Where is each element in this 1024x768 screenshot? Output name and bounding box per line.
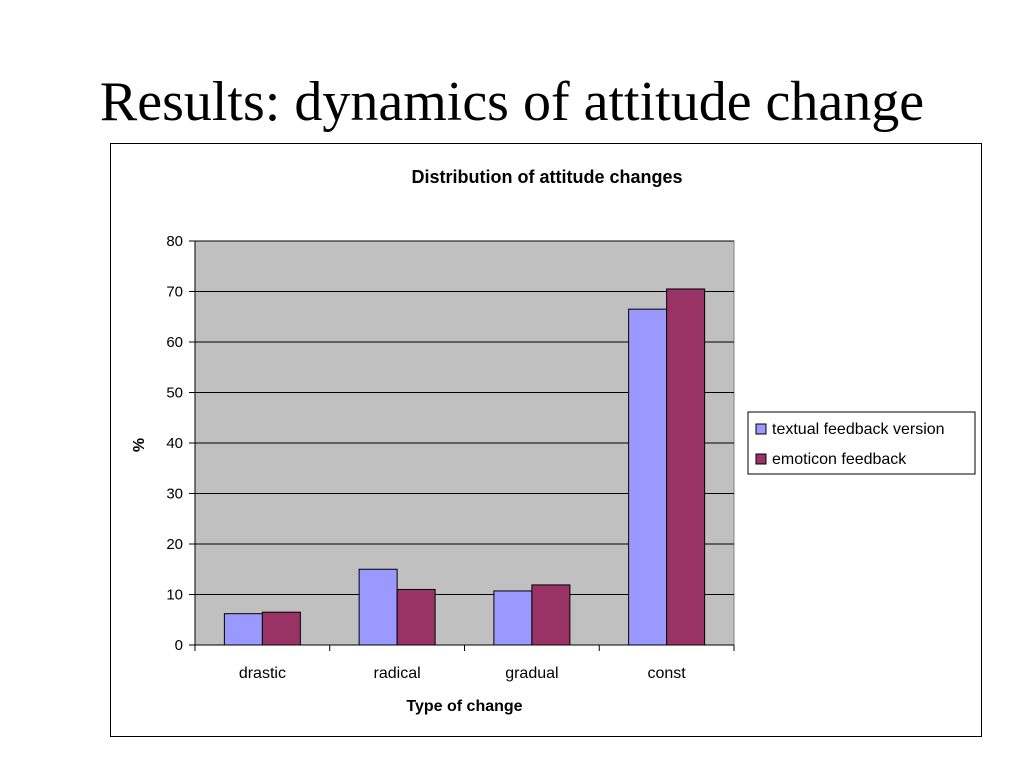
y-tick-label: 20 [166,536,183,553]
y-tick-label: 10 [166,587,183,604]
x-axis-label: Type of change [406,698,522,715]
bar-radical-textual [358,568,398,646]
axes [189,240,735,651]
chart-frame: Distribution of attitude changes 0 10 20 30… [110,143,982,737]
slide-title: Results: dynamics of attitude change [99,71,925,133]
x-tick-label: gradual [505,665,558,682]
legend-swatch [755,453,767,465]
bars [223,288,706,646]
legend-label: textual feedback version [772,421,945,438]
chart-title: Distribution of attitude changes [411,167,682,187]
bar-gradual-textual [493,590,533,646]
y-tick-label: 40 [166,435,183,452]
bar-const-textual [628,308,668,646]
x-tick-label: radical [374,665,421,682]
legend-box [747,411,976,475]
legend-swatch [755,423,767,435]
tick-labels: 0 10 20 30 40 50 60 70 80 drastic radical gradual co… [166,233,686,682]
x-tick-label: drastic [239,665,286,682]
y-tick-label: 30 [166,486,183,503]
y-tick-label: 0 [175,637,183,654]
bar-radical-emoticon [396,588,436,646]
y-axis-label: % [131,438,148,452]
legend-items: textual feedback version emoticon feedbac… [755,421,945,468]
y-tick-label: 50 [166,385,183,402]
bar-drastic-textual [223,613,263,646]
legend: textual feedback version emoticon feedbac… [747,411,976,475]
x-tick-label: const [648,665,687,682]
y-tick-label: 60 [166,334,183,351]
bar-drastic-emoticon [261,611,301,646]
legend-label: emoticon feedback [772,451,907,468]
bar-const-emoticon [666,288,706,646]
bar-gradual-emoticon [531,584,571,646]
y-tick-label: 80 [166,233,183,250]
bar-chart: Distribution of attitude changes 0 10 20 30… [131,167,976,715]
y-tick-label: 70 [166,284,183,301]
